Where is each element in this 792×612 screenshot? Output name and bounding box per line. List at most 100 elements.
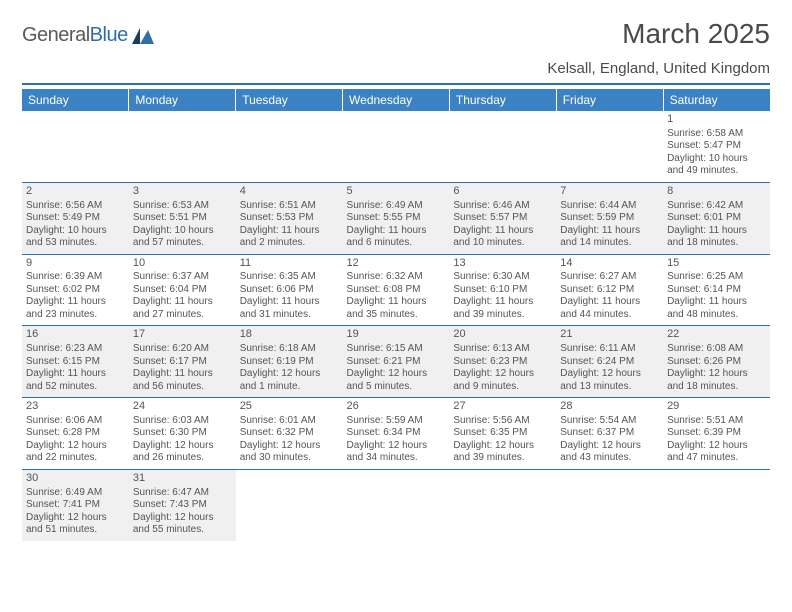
calendar-cell [556, 111, 663, 182]
calendar-cell [556, 469, 663, 540]
day-detail: Sunrise: 6:58 AM [667, 128, 766, 141]
calendar-row: 30Sunrise: 6:49 AMSunset: 7:41 PM Dayligh… [22, 469, 770, 540]
day-detail: Daylight: 11 hours [347, 225, 446, 238]
day-detail: and 1 minute. [240, 381, 339, 394]
day-detail: Sunset: 6:26 PM [667, 356, 766, 369]
day-detail: Sunrise: 6:11 AM [560, 343, 659, 356]
day-detail: Sunrise: 6:06 AM [26, 415, 125, 428]
calendar-cell: 30Sunrise: 6:49 AMSunset: 7:41 PMDayligh… [22, 469, 129, 540]
day-detail: Sunrise: 6:49 AM [26, 487, 125, 500]
day-number: 10 [133, 257, 232, 271]
day-detail: and 39 minutes. [453, 452, 552, 465]
day-detail: Sunset: 6:15 PM [26, 356, 125, 369]
day-detail: Sunset: 5:49 PM [26, 212, 125, 225]
day-detail: Sunrise: 6:47 AM [133, 487, 232, 500]
calendar-row: 9Sunrise: 6:39 AMSunset: 6:02 PMDaylight… [22, 254, 770, 326]
day-detail: and 35 minutes. [347, 309, 446, 322]
day-detail: Sunset: 6:02 PM [26, 284, 125, 297]
day-number: 5 [347, 185, 446, 199]
day-detail: Sunrise: 6:42 AM [667, 200, 766, 213]
day-detail: Sunrise: 6:56 AM [26, 200, 125, 213]
day-detail: Daylight: 12 hours [667, 440, 766, 453]
logo-word1: General [22, 24, 90, 46]
day-detail: and 47 minutes. [667, 452, 766, 465]
day-detail: Daylight: 11 hours [240, 225, 339, 238]
day-header: Wednesday [343, 89, 450, 111]
day-detail: Sunrise: 6:39 AM [26, 271, 125, 284]
day-detail: Sunset: 6:06 PM [240, 284, 339, 297]
logo: GeneralBlue [22, 24, 154, 47]
calendar-cell: 10Sunrise: 6:37 AMSunset: 6:04 PMDayligh… [129, 254, 236, 326]
calendar-cell: 13Sunrise: 6:30 AMSunset: 6:10 PMDayligh… [449, 254, 556, 326]
day-detail: Sunrise: 5:54 AM [560, 415, 659, 428]
day-detail: Sunset: 6:21 PM [347, 356, 446, 369]
day-detail: and 31 minutes. [240, 309, 339, 322]
day-detail: Sunset: 6:14 PM [667, 284, 766, 297]
day-detail: Sunrise: 6:15 AM [347, 343, 446, 356]
day-detail: and 51 minutes. [26, 524, 125, 537]
day-detail: and 34 minutes. [347, 452, 446, 465]
day-number: 20 [453, 328, 552, 342]
day-detail: Sunrise: 6:37 AM [133, 271, 232, 284]
calendar-cell: 31Sunrise: 6:47 AMSunset: 7:43 PMDayligh… [129, 469, 236, 540]
day-detail: Sunset: 6:32 PM [240, 427, 339, 440]
calendar-cell: 19Sunrise: 6:15 AMSunset: 6:21 PMDayligh… [343, 326, 450, 398]
day-detail: and 57 minutes. [133, 237, 232, 250]
day-number: 14 [560, 257, 659, 271]
calendar-cell: 14Sunrise: 6:27 AMSunset: 6:12 PMDayligh… [556, 254, 663, 326]
day-detail: and 23 minutes. [26, 309, 125, 322]
day-number: 2 [26, 185, 125, 199]
day-detail: Sunrise: 5:51 AM [667, 415, 766, 428]
day-detail: Sunset: 6:19 PM [240, 356, 339, 369]
day-detail: Daylight: 12 hours [133, 512, 232, 525]
day-detail: Sunset: 5:51 PM [133, 212, 232, 225]
day-detail: and 48 minutes. [667, 309, 766, 322]
calendar-cell: 27Sunrise: 5:56 AMSunset: 6:35 PMDayligh… [449, 398, 556, 470]
day-detail: and 44 minutes. [560, 309, 659, 322]
day-detail: and 13 minutes. [560, 381, 659, 394]
day-detail: Sunrise: 6:30 AM [453, 271, 552, 284]
day-detail: and 22 minutes. [26, 452, 125, 465]
day-detail: Sunrise: 6:01 AM [240, 415, 339, 428]
day-detail: Sunrise: 6:20 AM [133, 343, 232, 356]
day-detail: Sunset: 6:37 PM [560, 427, 659, 440]
day-detail: Sunset: 7:41 PM [26, 499, 125, 512]
day-detail: Sunset: 6:23 PM [453, 356, 552, 369]
day-header: Thursday [449, 89, 556, 111]
calendar-cell: 24Sunrise: 6:03 AMSunset: 6:30 PMDayligh… [129, 398, 236, 470]
day-number: 26 [347, 400, 446, 414]
day-number: 24 [133, 400, 232, 414]
day-detail: Sunset: 6:24 PM [560, 356, 659, 369]
day-number: 17 [133, 328, 232, 342]
day-detail: and 26 minutes. [133, 452, 232, 465]
day-detail: Daylight: 11 hours [453, 296, 552, 309]
logo-text: GeneralBlue [22, 24, 128, 47]
day-number: 30 [26, 472, 125, 486]
day-detail: and 2 minutes. [240, 237, 339, 250]
day-detail: and 6 minutes. [347, 237, 446, 250]
day-detail: Daylight: 12 hours [133, 440, 232, 453]
day-detail: and 18 minutes. [667, 237, 766, 250]
day-detail: Sunset: 6:01 PM [667, 212, 766, 225]
day-detail: Daylight: 12 hours [667, 368, 766, 381]
day-number: 13 [453, 257, 552, 271]
day-detail: Sunset: 6:34 PM [347, 427, 446, 440]
day-detail: Sunrise: 6:18 AM [240, 343, 339, 356]
calendar-cell: 25Sunrise: 6:01 AMSunset: 6:32 PMDayligh… [236, 398, 343, 470]
day-number: 21 [560, 328, 659, 342]
day-number: 19 [347, 328, 446, 342]
day-detail: and 52 minutes. [26, 381, 125, 394]
day-detail: Sunset: 7:43 PM [133, 499, 232, 512]
day-detail: Sunset: 6:12 PM [560, 284, 659, 297]
day-number: 25 [240, 400, 339, 414]
day-number: 3 [133, 185, 232, 199]
calendar-table: SundayMondayTuesdayWednesdayThursdayFrid… [22, 89, 770, 541]
calendar-cell: 6Sunrise: 6:46 AMSunset: 5:57 PMDaylight… [449, 182, 556, 254]
day-number: 4 [240, 185, 339, 199]
calendar-cell: 22Sunrise: 6:08 AMSunset: 6:26 PMDayligh… [663, 326, 770, 398]
day-detail: Sunrise: 6:13 AM [453, 343, 552, 356]
logo-word2: Blue [90, 24, 128, 46]
header: GeneralBlue March 2025 [22, 18, 770, 54]
day-detail: Daylight: 11 hours [560, 296, 659, 309]
day-detail: Daylight: 11 hours [560, 225, 659, 238]
